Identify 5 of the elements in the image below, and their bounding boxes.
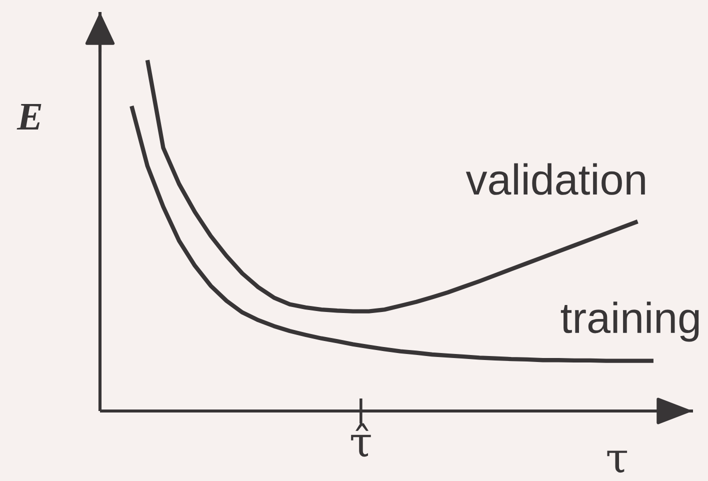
series-label: validation [466, 163, 645, 195]
y-axis-title: E [16, 104, 42, 130]
x-axis-title: τ [607, 450, 628, 473]
series-label: training [560, 302, 699, 342]
text: τ̂ [351, 423, 371, 457]
